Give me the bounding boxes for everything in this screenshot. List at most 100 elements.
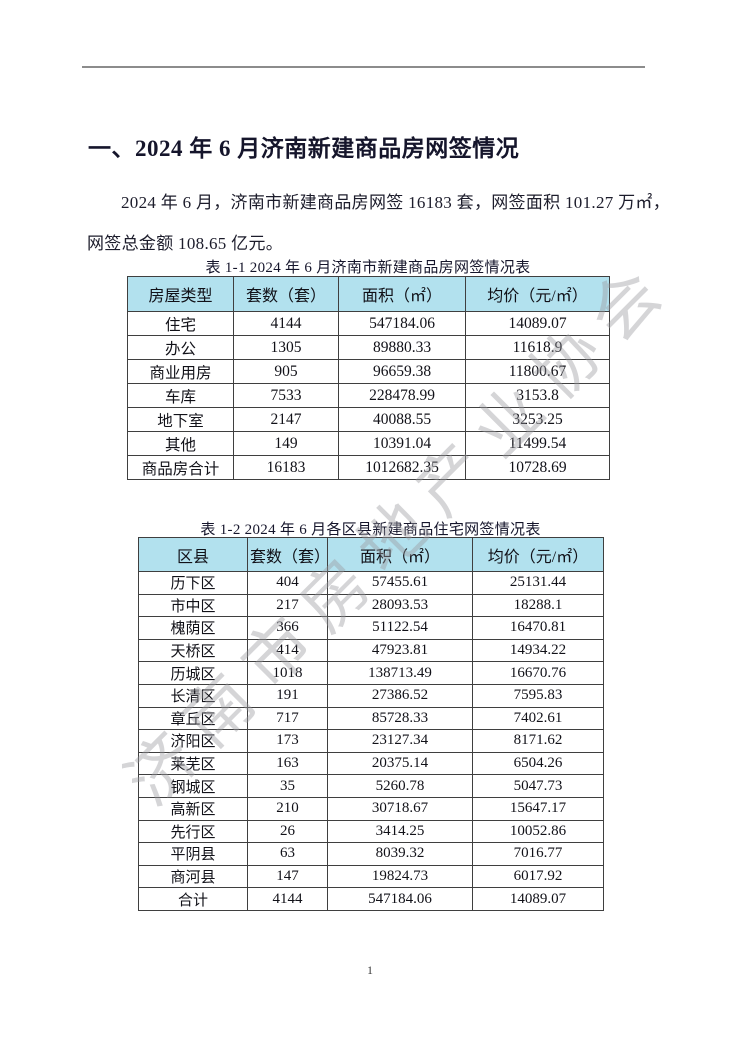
table-cell: 8039.32 bbox=[327, 842, 473, 866]
table-cell: 18288.1 bbox=[472, 593, 604, 618]
page-number: 1 bbox=[367, 963, 373, 977]
table-cell: 28093.53 bbox=[327, 593, 473, 618]
table-cell: 4144 bbox=[233, 311, 339, 336]
table-cell: 147 bbox=[247, 864, 328, 889]
table-row: 住宅 4144 547184.06 14089.07 bbox=[127, 311, 610, 336]
table-cell: 547184.06 bbox=[338, 311, 466, 336]
table-cell: 63 bbox=[247, 842, 328, 866]
table-cell: 57455.61 bbox=[327, 571, 473, 595]
table-cell: 25131.44 bbox=[472, 571, 604, 595]
table-cell: 16670.76 bbox=[472, 661, 604, 685]
table-cell: 商河县 bbox=[138, 864, 248, 889]
table-cell: 高新区 bbox=[138, 796, 248, 821]
table-cell: 7402.61 bbox=[472, 706, 604, 731]
table-cell: 138713.49 bbox=[327, 661, 473, 685]
table-housing-types: 房屋类型 套数（套） 面积（㎡） 均价（元/㎡） 住宅 4144 547184.06 140… bbox=[127, 276, 610, 480]
table-cell: 济阳区 bbox=[138, 729, 248, 753]
table-cell: 11499.54 bbox=[465, 431, 610, 456]
table-cell: 1305 bbox=[233, 335, 339, 360]
table-cell: 366 bbox=[247, 616, 328, 640]
table-cell: 30718.67 bbox=[327, 796, 473, 821]
table-cell: 莱芜区 bbox=[138, 751, 248, 776]
table-row: 长清区 191 27386.52 7595.83 bbox=[138, 683, 604, 708]
table-2-caption: 表 1-2 2024 年 6 月各区县新建商品住宅网签情况表 bbox=[200, 522, 541, 538]
table-cell: 地下室 bbox=[127, 407, 234, 432]
table-row: 先行区 26 3414.25 10052.86 bbox=[138, 819, 604, 844]
table-cell: 163 bbox=[247, 751, 328, 776]
table-row: 商河县 147 19824.73 6017.92 bbox=[138, 864, 604, 889]
table-cell: 7016.77 bbox=[472, 842, 604, 866]
table-cell: 10391.04 bbox=[338, 431, 466, 456]
table-row: 槐荫区 366 51122.54 16470.81 bbox=[138, 616, 604, 640]
table-districts: 区县 套数（套） 面积（㎡） 均价（元/㎡） 历下区 404 57455.61 25131.… bbox=[138, 537, 604, 911]
table-cell: 173 bbox=[247, 729, 328, 753]
table-cell: 1018 bbox=[247, 661, 328, 685]
table-row: 地下室 2147 40088.55 3253.25 bbox=[127, 407, 610, 432]
table-row: 章丘区 717 85728.33 7402.61 bbox=[138, 706, 604, 731]
table-row: 天桥区 414 47923.81 14934.22 bbox=[138, 638, 604, 663]
table-cell: 6017.92 bbox=[472, 864, 604, 889]
table-cell: 3414.25 bbox=[327, 819, 473, 844]
table-cell: 章丘区 bbox=[138, 706, 248, 731]
table-cell: 7533 bbox=[233, 383, 339, 408]
table-cell: 51122.54 bbox=[327, 616, 473, 640]
table-cell: 车库 bbox=[127, 383, 234, 408]
table-cell: 商业用房 bbox=[127, 359, 234, 384]
table-cell: 历城区 bbox=[138, 661, 248, 685]
table-cell: 14089.07 bbox=[472, 887, 604, 911]
table-cell: 96659.38 bbox=[338, 359, 466, 384]
table-cell: 19824.73 bbox=[327, 864, 473, 889]
table-cell: 547184.06 bbox=[327, 887, 473, 911]
table-row: 商业用房 905 96659.38 11800.67 bbox=[127, 359, 610, 384]
table-cell: 14089.07 bbox=[465, 311, 610, 336]
intro-paragraph-line-2: 网签总金额 108.65 亿元。 bbox=[87, 234, 284, 253]
table-cell: 16470.81 bbox=[472, 616, 604, 640]
table-cell: 404 bbox=[247, 571, 328, 595]
table-1-caption: 表 1-1 2024 年 6 月济南市新建商品房网签情况表 bbox=[205, 260, 531, 276]
table-row: 高新区 210 30718.67 15647.17 bbox=[138, 796, 604, 821]
column-header: 均价（元/㎡） bbox=[465, 276, 610, 312]
table-cell: 6504.26 bbox=[472, 751, 604, 776]
table-row: 历城区 1018 138713.49 16670.76 bbox=[138, 661, 604, 685]
table-cell: 钢城区 bbox=[138, 774, 248, 798]
table-cell: 191 bbox=[247, 683, 328, 708]
table-cell: 10728.69 bbox=[465, 455, 610, 480]
table-cell: 414 bbox=[247, 638, 328, 663]
table-cell: 149 bbox=[233, 431, 339, 456]
column-header: 套数（套） bbox=[233, 276, 339, 312]
column-header: 套数（套） bbox=[247, 537, 328, 572]
table-cell: 217 bbox=[247, 593, 328, 618]
column-header: 区县 bbox=[138, 537, 248, 572]
table-cell: 14934.22 bbox=[472, 638, 604, 663]
table-row: 平阴县 63 8039.32 7016.77 bbox=[138, 842, 604, 866]
table-cell: 先行区 bbox=[138, 819, 248, 844]
table-cell: 3253.25 bbox=[465, 407, 610, 432]
table-cell: 228478.99 bbox=[338, 383, 466, 408]
table-cell: 23127.34 bbox=[327, 729, 473, 753]
table-row: 其他 149 10391.04 11499.54 bbox=[127, 431, 610, 456]
column-header: 面积（㎡） bbox=[338, 276, 466, 312]
table-cell: 210 bbox=[247, 796, 328, 821]
table-cell: 其他 bbox=[127, 431, 234, 456]
table-row: 莱芜区 163 20375.14 6504.26 bbox=[138, 751, 604, 776]
table-cell: 905 bbox=[233, 359, 339, 384]
table-cell: 1012682.35 bbox=[338, 455, 466, 480]
table-cell: 35 bbox=[247, 774, 328, 798]
table-header-row: 房屋类型 套数（套） 面积（㎡） 均价（元/㎡） bbox=[127, 276, 610, 312]
table-cell: 2147 bbox=[233, 407, 339, 432]
table-cell: 26 bbox=[247, 819, 328, 844]
column-header: 均价（元/㎡） bbox=[472, 537, 604, 572]
table-cell: 历下区 bbox=[138, 571, 248, 595]
column-header: 房屋类型 bbox=[127, 276, 234, 312]
table-cell: 10052.86 bbox=[472, 819, 604, 844]
section-heading: 一、2024 年 6 月济南新建商品房网签情况 bbox=[88, 136, 520, 162]
table-cell: 11800.67 bbox=[465, 359, 610, 384]
table-row: 办公 1305 89880.33 11618.9 bbox=[127, 335, 610, 360]
table-cell: 40088.55 bbox=[338, 407, 466, 432]
table-cell: 天桥区 bbox=[138, 638, 248, 663]
table-cell: 47923.81 bbox=[327, 638, 473, 663]
table-cell: 3153.8 bbox=[465, 383, 610, 408]
table-cell: 住宅 bbox=[127, 311, 234, 336]
table-cell: 槐荫区 bbox=[138, 616, 248, 640]
table-cell: 5047.73 bbox=[472, 774, 604, 798]
